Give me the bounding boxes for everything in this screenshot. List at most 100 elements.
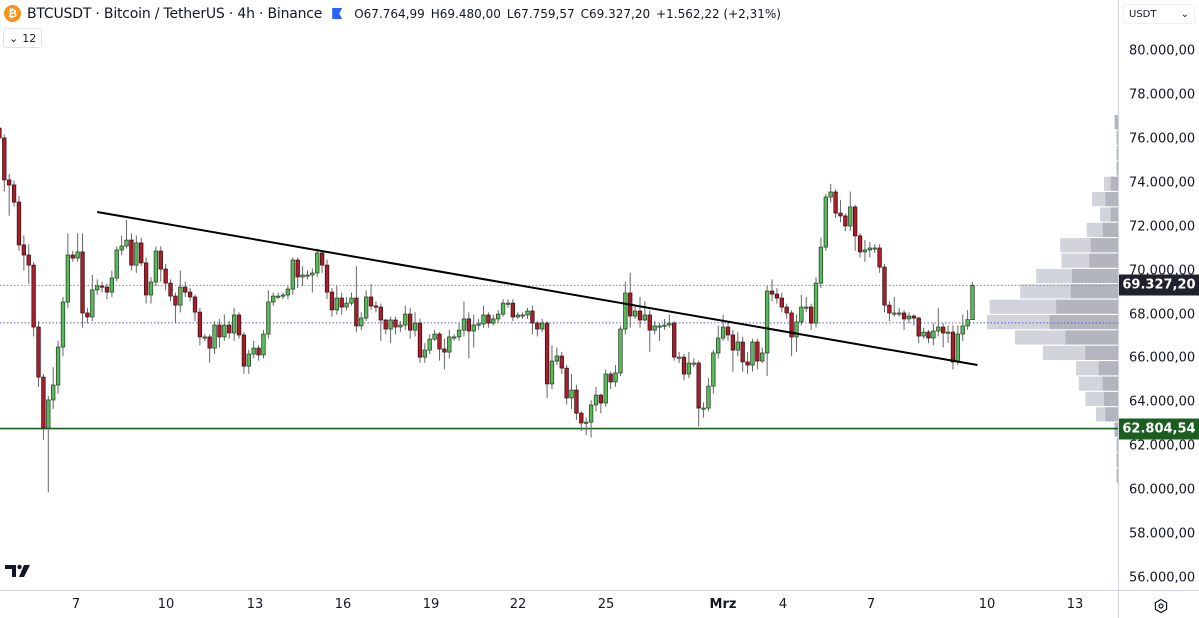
candle-body-up [90,289,95,318]
current-price-label: 69.327,20 [1119,274,1199,296]
candle [848,191,853,232]
candle-body-down [730,334,736,351]
candle-body-up [823,196,828,248]
candle-body-up [897,312,902,315]
candle [2,134,7,192]
candle-body-down [295,259,300,278]
candle [579,411,584,431]
candle [139,237,144,267]
price-chart[interactable] [0,0,1118,590]
candle-body-down [535,322,540,330]
volume-profile-row-dark [1072,268,1118,284]
candle-body-down [26,254,31,266]
candle-body-up [593,394,599,406]
symbol-title[interactable]: BTCUSDT · Bitcoin / TetherUS · 4h · Bina… [27,5,323,22]
candle [515,312,520,319]
candle [955,325,960,366]
candle [505,299,511,308]
candle-body-down [7,179,12,186]
candle-body-up [764,290,770,354]
candle [774,288,780,304]
candle-body-down [637,310,643,321]
candle-body-down [324,264,330,293]
candle [305,270,310,280]
candle [178,270,183,313]
candle-body-up [813,282,819,324]
candle [99,281,105,293]
candle-body-up [471,324,476,332]
candle [266,290,271,339]
candle-body-down [779,297,784,308]
indicators-toggle-button[interactable]: ⌄ 12 [3,28,43,48]
candle-body-up [266,301,271,335]
volume-profile-row-dark [1070,284,1118,299]
volume-profile-row-dark [1116,130,1118,145]
candle [75,233,80,262]
candle [887,301,892,322]
candle-body-up [271,295,276,303]
price-tick: 76.000,00 [1129,131,1196,147]
candle [892,296,897,317]
candle-body-down [378,306,383,321]
candle [202,334,207,341]
candle-body-down [408,313,413,331]
candle-body-down [882,266,887,306]
volume-profile-row-dark [1105,192,1118,207]
candle-body-up [75,251,80,259]
candle-body-up [261,333,266,356]
price-tick: 62.000,00 [1129,438,1196,454]
candle [241,332,247,374]
candle-body-up [114,249,119,279]
candle-body-up [549,360,555,385]
candle [290,257,295,295]
candle [833,189,838,218]
candle [730,329,736,372]
tradingview-logo[interactable] [5,563,33,579]
indicators-count: 12 [22,31,37,45]
price-tick: 58.000,00 [1129,526,1196,542]
candle [945,325,951,344]
candle [109,270,115,297]
currency-selector[interactable]: USDT ⌄ [1123,4,1195,24]
candle-body-up [109,277,115,293]
candle-body-up [554,355,560,362]
candle [897,307,902,317]
candle [168,279,173,302]
candle-body-down [745,361,750,366]
candle-body-down [941,326,946,334]
candle [711,349,716,394]
candle [667,314,672,328]
candle [716,325,721,359]
candle-body-up [359,317,364,327]
candle-body-up [280,294,286,297]
settings-icon[interactable] [1153,598,1169,614]
candle [471,314,476,348]
candle [686,351,692,379]
candle-body-up [246,353,251,367]
candle [613,365,618,387]
candle [187,288,193,302]
candle [535,321,540,337]
candle-body-up [799,306,804,323]
candle [21,235,26,271]
candle-body-up [505,302,511,305]
candle [271,292,276,306]
volume-profile-row-dark [1065,330,1118,345]
candle [647,310,652,352]
candle-body-up [344,302,349,308]
candle-body-up [642,314,648,321]
candle-body-down [70,254,75,259]
candle-body-up [65,254,71,303]
flag-icon[interactable] [332,8,343,19]
candle [808,303,814,330]
candle [662,318,667,330]
candle-body-up [452,336,457,339]
candle-body-up [231,314,237,334]
candle-body-up [848,206,853,227]
candle-body-down [36,326,41,378]
candle [965,310,970,330]
candle-body-up [867,247,872,251]
candle-body-down [319,252,325,266]
candle-body-down [544,322,550,385]
trendline[interactable] [97,210,978,367]
